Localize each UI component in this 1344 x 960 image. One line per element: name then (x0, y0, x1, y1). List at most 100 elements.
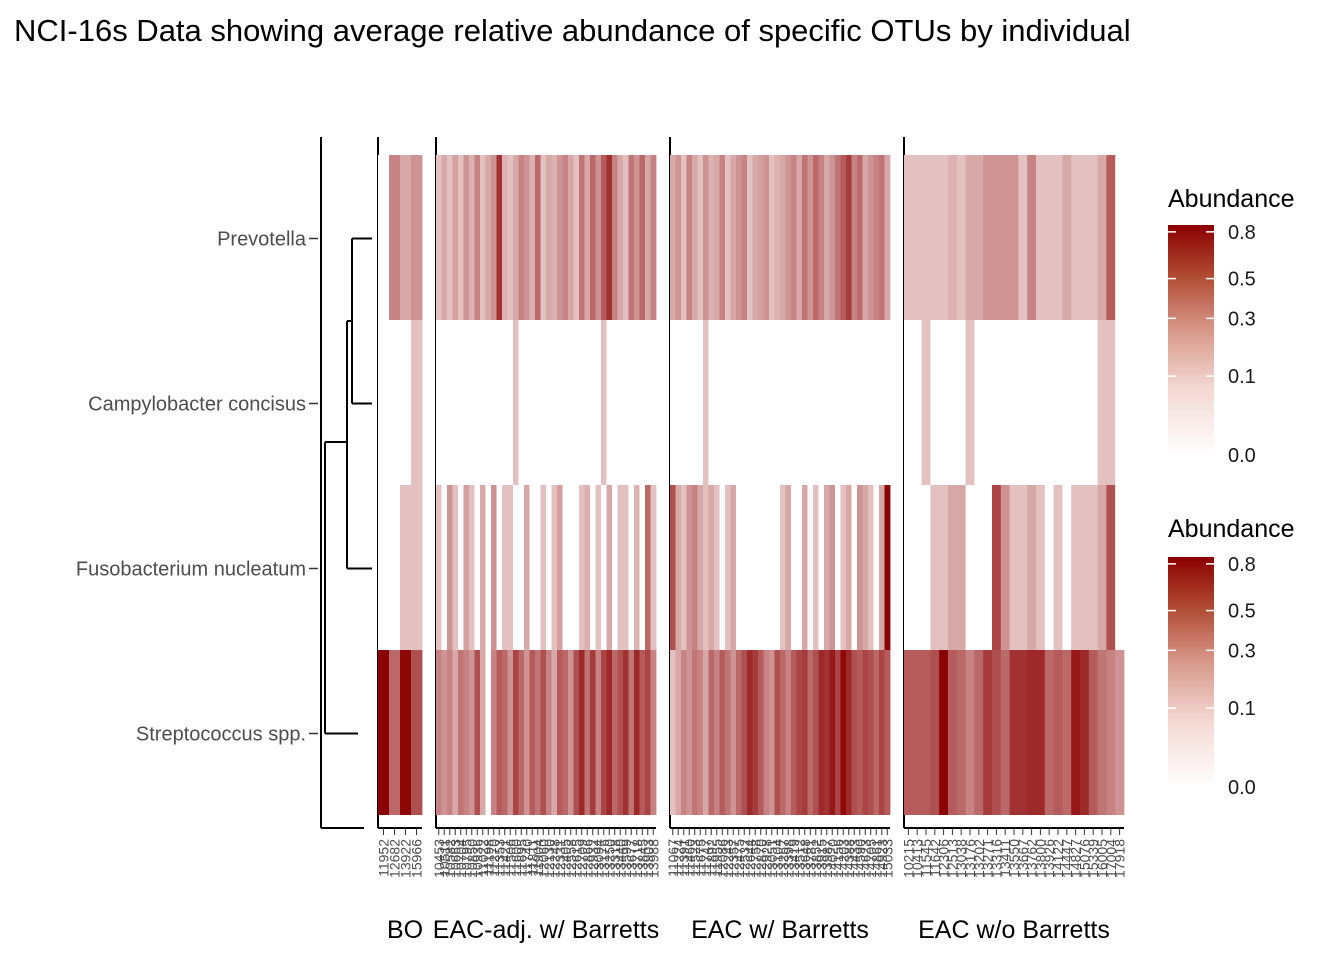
sample-label: 11747 (698, 839, 714, 877)
heatmap-cell (485, 320, 492, 485)
heatmap-cell (708, 485, 715, 650)
heatmap-cell (763, 485, 770, 650)
sample-label: 15966 (409, 839, 425, 878)
heatmap-cell (590, 485, 596, 650)
sample-label: 13988 (645, 839, 661, 878)
heatmap-cell (846, 650, 852, 815)
heatmap-cell (557, 155, 563, 320)
heatmap-cell (703, 155, 709, 320)
heatmap-cell (1088, 320, 1098, 485)
heatmap-cell (562, 155, 569, 320)
heatmap-cell (546, 155, 552, 320)
heatmap-cell (675, 650, 682, 815)
sample-label: 13845 (634, 839, 650, 878)
sample-label: 14388 (841, 839, 857, 878)
sample-label: 17918 (1112, 839, 1128, 878)
heatmap-cell (681, 155, 687, 320)
sample-label: 14705 (863, 839, 879, 878)
heatmap-cell (1009, 320, 1019, 485)
sample-label: 11523 (687, 839, 703, 877)
heatmap-cell (645, 485, 651, 650)
heatmap-cell (1009, 485, 1019, 650)
heatmap-cell (868, 485, 874, 650)
heatmap-cell (617, 320, 624, 485)
sample-label: 10795 (458, 839, 474, 878)
heatmap-cell (736, 650, 742, 815)
heatmap-cell (463, 320, 470, 485)
heatmap-cell (546, 485, 552, 650)
heatmap-cell (785, 155, 792, 320)
heatmap-cell (411, 485, 423, 650)
heatmap-cell (741, 155, 748, 320)
heatmap-cell (529, 320, 536, 485)
heatmap-cell (730, 485, 737, 650)
heatmap-cell (1027, 320, 1037, 485)
heatmap-cell (1036, 485, 1046, 650)
heatmap-cell (780, 485, 786, 650)
heatmap-cell (568, 485, 574, 650)
heatmap-cell (857, 155, 863, 320)
heatmap-cell (763, 320, 770, 485)
sample-label: 13648 (797, 839, 813, 878)
heatmap-cell (568, 650, 574, 815)
heatmap-cell (535, 155, 541, 320)
sample-label: 12758 (747, 839, 763, 878)
heatmap-cell (579, 320, 585, 485)
heatmap-cell (518, 155, 525, 320)
sample-label: 14203 (835, 839, 851, 878)
heatmap-cell (639, 155, 646, 320)
heatmap-cell (939, 155, 949, 320)
heatmap-cell (469, 320, 475, 485)
heatmap-cell (948, 320, 958, 485)
heatmap-cell (436, 485, 442, 650)
heatmap-cell (714, 485, 720, 650)
heatmap-cell (529, 485, 536, 650)
heatmap-cell (639, 320, 646, 485)
heatmap-cell (857, 650, 863, 815)
heatmap-cell (639, 650, 646, 815)
sample-label: 11545 (918, 839, 934, 877)
heatmap-cell (584, 155, 591, 320)
heatmap-cell (1053, 320, 1063, 485)
heatmap-cell (1009, 650, 1019, 815)
heatmap-cell (378, 485, 390, 650)
heatmap-cell (491, 155, 497, 320)
heatmap-cell (785, 650, 792, 815)
heatmap-cell (1027, 650, 1037, 815)
heatmap-cell (540, 650, 547, 815)
heatmap-cell (1018, 155, 1028, 320)
sample-label: 10453 (431, 839, 447, 878)
heatmap-cell (785, 320, 792, 485)
heatmap-cell (513, 320, 519, 485)
heatmap-cell (736, 320, 742, 485)
heatmap-cell (774, 320, 781, 485)
heatmap-cell (930, 650, 940, 815)
heatmap-cell (780, 650, 786, 815)
heatmap-cell (507, 485, 514, 650)
heatmap-cell (378, 320, 390, 485)
sample-label: 12866 (579, 839, 595, 878)
heatmap-cell (568, 320, 574, 485)
panel-2: 1106711224113911146011523116751174711892… (665, 137, 895, 944)
heatmap-cell (714, 320, 720, 485)
heatmap-cell (551, 320, 558, 485)
heatmap-cell (1027, 155, 1037, 320)
heatmap-cell (719, 155, 726, 320)
sample-label: 12086 (714, 839, 730, 878)
heatmap-cell (846, 320, 852, 485)
heatmap-cell (857, 485, 863, 650)
row-label: Prevotella (217, 229, 307, 251)
heatmap-cell (518, 650, 525, 815)
sample-label: 12331 (552, 839, 568, 878)
heatmap-cell (496, 320, 503, 485)
heatmap-cell (579, 485, 585, 650)
heatmap-cell (400, 485, 412, 650)
heatmap-cell (807, 320, 814, 485)
heatmap-cell (474, 320, 481, 485)
heatmap-cell (551, 155, 558, 320)
heatmap-cell (835, 320, 841, 485)
heatmap-cell (436, 320, 442, 485)
sample-label: 13852 (808, 839, 824, 878)
heatmap-cell (1044, 485, 1054, 650)
sample-label: 13038 (953, 839, 969, 878)
